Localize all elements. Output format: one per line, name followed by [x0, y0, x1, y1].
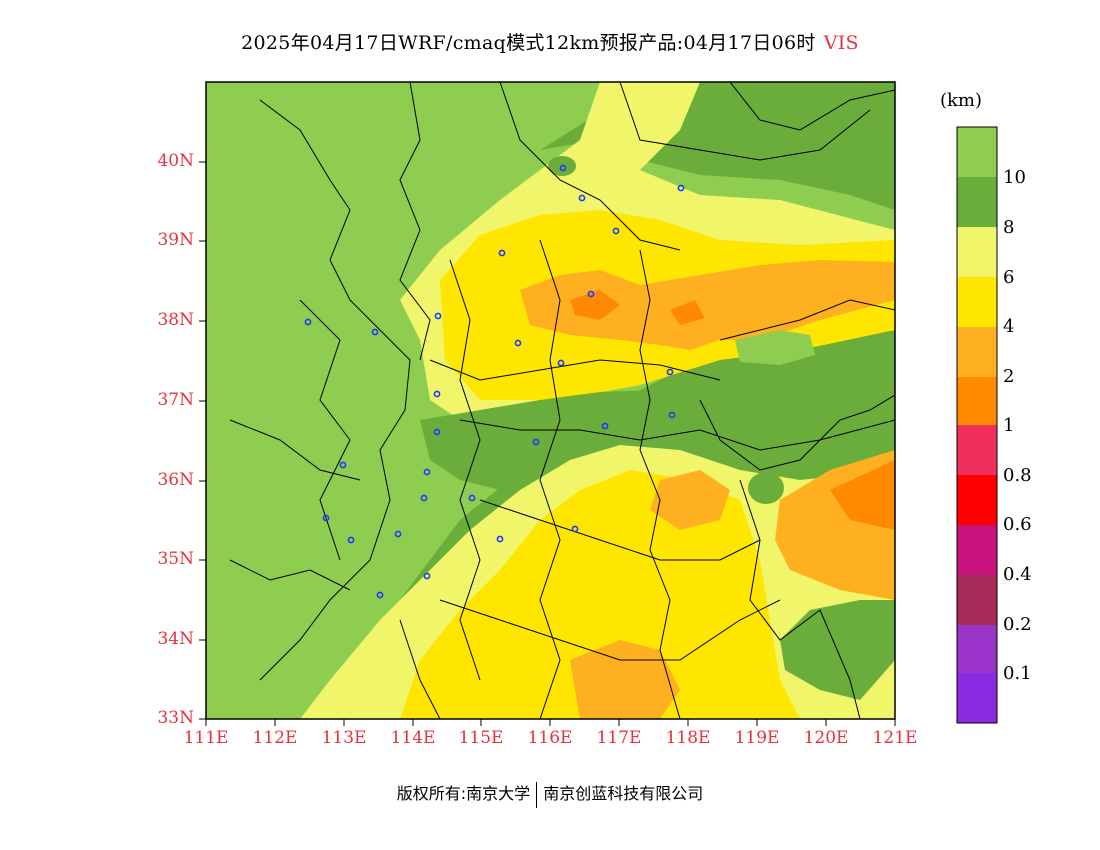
colorbar-label-4: 4 [1003, 316, 1015, 337]
colorbar-label-10: 10 [1003, 167, 1026, 188]
colorbar-label-1: 1 [1003, 415, 1015, 436]
city-markers [304, 164, 685, 599]
lat-label-35n: 35N [157, 549, 194, 569]
colorbar [956, 126, 998, 724]
lon-label-121e: 121E [872, 728, 918, 748]
lon-label-115e: 115E [458, 728, 504, 748]
lon-label-116e: 116E [527, 728, 573, 748]
lat-label-40n: 40N [157, 151, 194, 171]
colorbar-label-2: 2 [1003, 366, 1015, 387]
lat-label-37n: 37N [157, 390, 194, 410]
colorbar-label-0-4: 0.4 [1003, 564, 1032, 585]
footer-copyright: 版权所有:南京大学 [396, 784, 531, 803]
title-variable: VIS [823, 32, 859, 54]
lon-label-117e: 117E [596, 728, 642, 748]
colorbar-unit: (km) [940, 90, 983, 111]
lat-label-38n: 38N [157, 310, 194, 330]
map-field [206, 82, 895, 719]
colorbar-label-0-6: 0.6 [1003, 514, 1032, 535]
lon-label-119e: 119E [734, 728, 780, 748]
lat-label-36n: 36N [157, 470, 194, 490]
lat-label-39n: 39N [157, 230, 194, 250]
colorbar-label-8: 8 [1003, 217, 1015, 238]
footer-company: 南京创蓝科技有限公司 [543, 784, 704, 803]
footer-separator [536, 781, 538, 808]
colorbar-label-0-2: 0.2 [1003, 614, 1032, 635]
colorbar-label-0-1: 0.1 [1003, 663, 1032, 684]
map-title: 2025年04月17日WRF/cmaq模式12km预报产品:04月17日06时 V… [0, 28, 1100, 55]
lon-label-113e: 113E [321, 728, 367, 748]
colorbar-label-6: 6 [1003, 267, 1015, 288]
lat-label-33n: 33N [157, 708, 194, 728]
lon-label-120e: 120E [803, 728, 849, 748]
lat-label-34n: 34N [157, 629, 194, 649]
lon-label-111e: 111E [183, 728, 229, 748]
title-main: 2025年04月17日WRF/cmaq模式12km预报产品:04月17日06时 [241, 32, 816, 54]
colorbar-label-0-8: 0.8 [1003, 465, 1032, 486]
axis-ticks [199, 161, 896, 726]
lon-label-112e: 112E [252, 728, 298, 748]
lon-label-114e: 114E [390, 728, 436, 748]
lon-label-118e: 118E [665, 728, 711, 748]
copyright-footer: 版权所有:南京大学 南京创蓝科技有限公司 [0, 780, 1100, 808]
